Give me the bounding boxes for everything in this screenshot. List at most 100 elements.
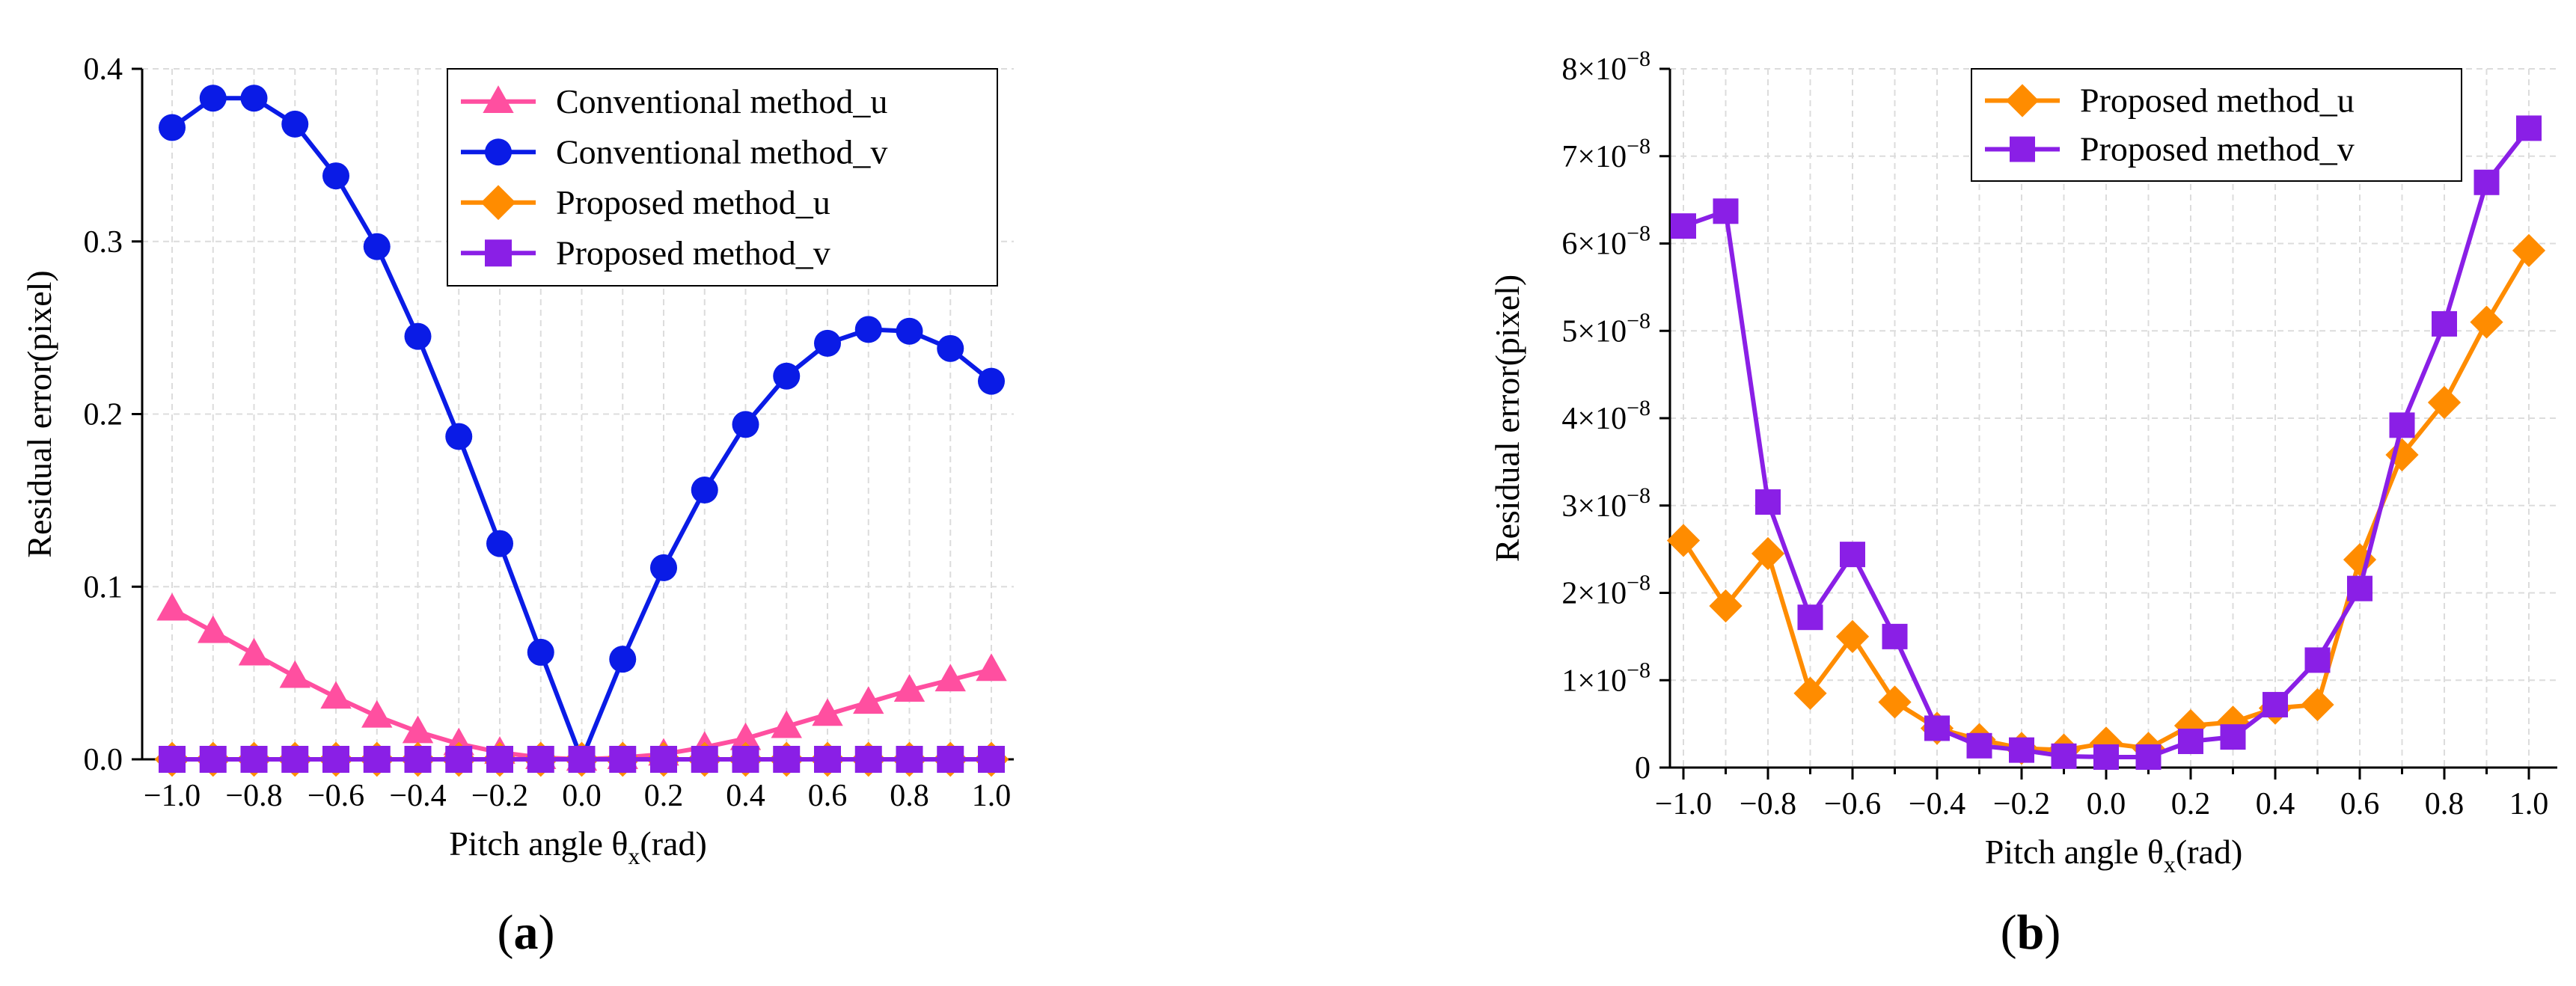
data-point	[2432, 310, 2457, 337]
x-tick-label: −0.4	[1909, 787, 1965, 821]
data-point	[814, 746, 841, 773]
y-tick-label: 3×10−8	[1561, 483, 1650, 524]
data-point	[771, 710, 802, 738]
y-tick-label: 0.1	[84, 570, 123, 604]
data-point	[1966, 732, 1992, 759]
panel-label: (b)	[2001, 905, 2061, 960]
legend-label: Proposed method_v	[2080, 130, 2355, 168]
data-point	[527, 638, 554, 666]
data-point	[361, 699, 393, 728]
legend-label: Proposed method_v	[556, 233, 830, 272]
panel-label-paren: (	[2001, 905, 2017, 960]
x-axis-label-main: Pitch angle θ	[449, 824, 628, 863]
data-point	[527, 746, 554, 773]
y-tick-exponent: −8	[1627, 221, 1650, 246]
data-point	[2216, 705, 2250, 739]
data-point	[281, 746, 309, 773]
legend-label: Proposed method_u	[2080, 82, 2355, 120]
data-point	[650, 554, 677, 581]
data-point	[1666, 524, 1701, 557]
legend-marker	[485, 239, 512, 267]
legend-label: Conventional method_u	[556, 82, 887, 120]
x-tick-label: −0.2	[471, 779, 528, 813]
x-tick-label: 0.0	[2087, 787, 2126, 821]
y-tick-label: 0.4	[84, 52, 123, 87]
data-point	[934, 664, 966, 692]
y-tick-label: 0.2	[84, 398, 123, 432]
data-point	[978, 367, 1005, 395]
data-point	[937, 334, 964, 362]
data-point	[486, 530, 513, 557]
data-point	[691, 746, 718, 773]
panel-label: (a)	[498, 905, 555, 960]
x-tick-label: 0.8	[2425, 787, 2465, 821]
data-point	[854, 316, 882, 343]
data-point	[1835, 619, 1870, 653]
x-tick-label: 0.6	[808, 779, 848, 813]
y-tick-label: 5×10−8	[1561, 308, 1650, 349]
panel-label-paren: (	[498, 905, 514, 960]
x-tick-label: −0.6	[1824, 787, 1881, 821]
data-point	[2051, 743, 2077, 769]
x-axis-label: Pitch angle θx(rad)	[449, 824, 707, 869]
data-point	[2347, 575, 2372, 601]
data-point	[893, 674, 926, 702]
data-point	[2427, 385, 2462, 420]
y-tick-label: 6×10−8	[1561, 221, 1650, 262]
x-tick-label: −0.2	[1993, 787, 2050, 821]
x-axis-label-main: Pitch angle θ	[1985, 833, 2164, 871]
data-point	[732, 411, 759, 438]
legend-box	[447, 68, 998, 287]
data-point	[814, 329, 841, 357]
data-point	[320, 681, 352, 709]
y-tick-label: 4×10−8	[1561, 396, 1650, 436]
data-point	[1755, 489, 1781, 515]
data-point	[445, 746, 473, 773]
panel-label-paren: )	[2044, 905, 2061, 960]
data-point	[279, 660, 310, 688]
panel-label-paren: )	[539, 905, 555, 960]
data-point	[404, 322, 432, 350]
x-tick-label: −1.0	[1655, 787, 1712, 821]
data-point	[363, 746, 391, 773]
data-point	[1882, 623, 1908, 649]
data-point	[2220, 724, 2246, 750]
data-point	[238, 637, 270, 666]
x-tick-label: −0.6	[308, 779, 364, 813]
data-point	[240, 85, 268, 112]
data-point	[1878, 685, 1912, 719]
data-point	[445, 423, 473, 450]
x-tick-label: −0.8	[1740, 787, 1796, 821]
data-point	[729, 722, 762, 750]
data-point	[2343, 543, 2377, 577]
data-point	[976, 653, 1007, 682]
x-tick-label: 0.8	[890, 779, 929, 813]
data-point	[854, 746, 882, 773]
y-tick-exponent: −8	[1627, 658, 1650, 682]
data-point	[732, 746, 759, 773]
data-point	[937, 746, 964, 773]
data-point	[2263, 691, 2288, 717]
data-point	[853, 686, 884, 714]
data-point	[2178, 728, 2203, 754]
data-point	[2385, 438, 2419, 472]
data-point	[156, 592, 188, 621]
data-point	[402, 715, 434, 744]
data-point	[1713, 198, 1739, 224]
data-point	[896, 746, 923, 773]
data-point	[1924, 715, 1950, 741]
x-tick-label: 0.4	[2256, 787, 2295, 821]
y-tick-exponent: −8	[1627, 308, 1650, 333]
panel-label-letter: a	[514, 905, 539, 960]
x-axis-label: Pitch angle θx(rad)	[1985, 833, 2243, 878]
data-point	[1671, 213, 1696, 239]
data-point	[568, 746, 596, 773]
data-point	[159, 114, 186, 141]
x-tick-label: 0.0	[562, 779, 602, 813]
data-point	[978, 746, 1005, 773]
data-point	[486, 746, 513, 773]
x-tick-label: 0.2	[2171, 787, 2211, 821]
data-point	[322, 162, 349, 190]
y-axis-label: Residual error(pixel)	[20, 270, 58, 557]
